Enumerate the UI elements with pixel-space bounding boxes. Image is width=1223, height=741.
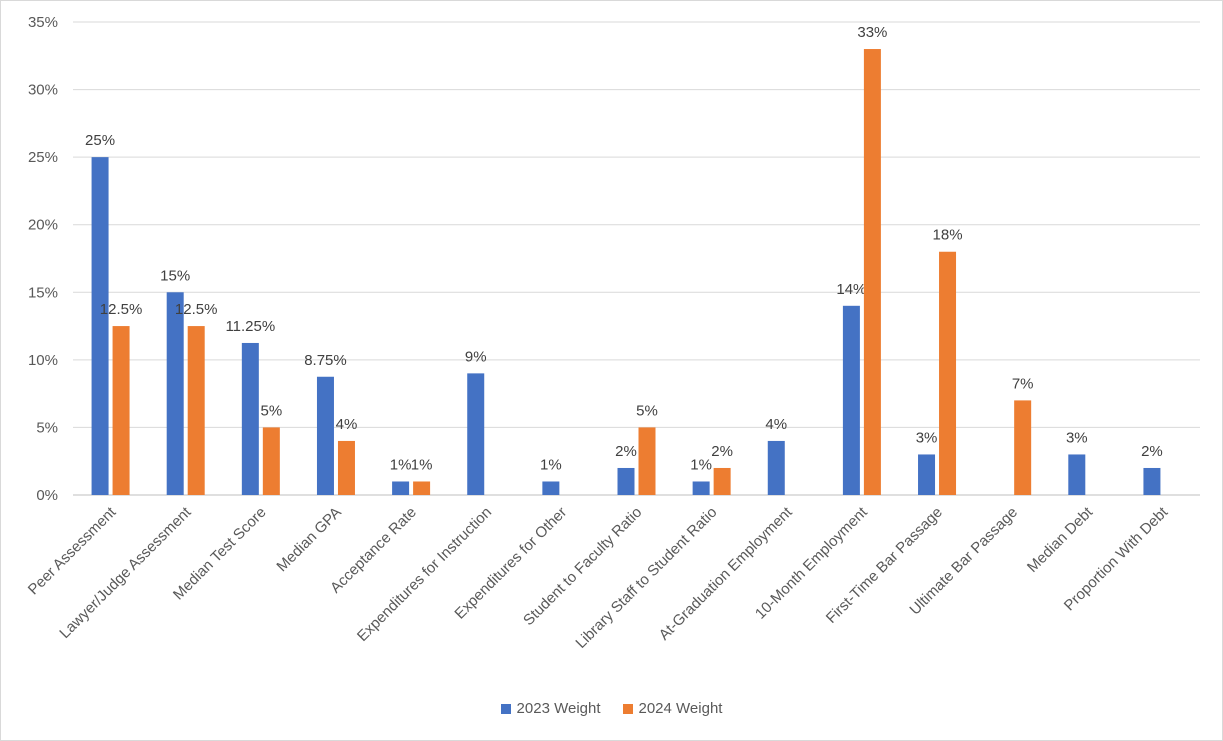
bar-2023 [918, 454, 935, 495]
legend-label-2023: 2023 Weight [517, 700, 601, 717]
bar-2024 [413, 481, 430, 495]
legend-item-2023: 2023 Weight [501, 700, 601, 717]
bar-2023 [92, 157, 109, 495]
bar-2023 [768, 441, 785, 495]
data-label: 2% [711, 443, 733, 460]
bar-2024 [639, 427, 656, 495]
legend-swatch-2023 [501, 704, 511, 714]
bar-2024 [188, 326, 205, 495]
bar-2024 [864, 49, 881, 495]
y-tick-label: 0% [36, 487, 58, 504]
data-label: 5% [636, 402, 658, 419]
bar-2023 [1068, 454, 1085, 495]
bar-2024 [714, 468, 731, 495]
category-label: Library Staff to Student Ratio [572, 504, 720, 652]
legend-swatch-2024 [623, 704, 633, 714]
y-tick-label: 15% [28, 284, 58, 301]
data-label: 2% [615, 443, 637, 460]
bar-2023 [1143, 468, 1160, 495]
data-label: 14% [836, 281, 866, 298]
data-label: 11.25% [225, 318, 275, 335]
bar-2024 [1014, 400, 1031, 495]
bar-2023 [843, 306, 860, 495]
bar-2024 [263, 427, 280, 495]
bar-2023 [693, 481, 710, 495]
category-label: Median GPA [273, 504, 344, 575]
bar-2023 [467, 373, 484, 495]
data-label: 1% [540, 456, 562, 473]
y-tick-label: 5% [36, 419, 58, 436]
data-label: 9% [465, 348, 487, 365]
y-tick-label: 20% [28, 217, 58, 234]
data-label: 1% [390, 456, 412, 473]
data-label: 33% [857, 24, 887, 41]
data-label: 25% [85, 132, 115, 149]
data-label: 3% [916, 429, 938, 446]
bar-2023 [242, 343, 259, 495]
bar-2023 [618, 468, 635, 495]
legend: 2023 Weight 2024 Weight [0, 700, 1223, 717]
category-label: Median Debt [1024, 503, 1097, 576]
data-label: 4% [336, 416, 358, 433]
bar-2024 [338, 441, 355, 495]
data-label: 5% [260, 402, 282, 419]
y-tick-label: 30% [28, 82, 58, 99]
category-label: At-Graduation Employment [656, 503, 797, 644]
category-label: Expenditures for Instruction [354, 504, 495, 645]
y-tick-label: 25% [28, 149, 58, 166]
bar-2023 [392, 481, 409, 495]
category-label: Lawyer/Judge Assessment [56, 503, 195, 642]
bar-2024 [939, 252, 956, 495]
data-label: 18% [933, 227, 963, 244]
data-label: 7% [1012, 375, 1034, 392]
y-tick-label: 35% [28, 14, 58, 31]
bar-2023 [317, 377, 334, 495]
bar-chart: 0% 5% 10% 15% 20% 25% 30% 35% 25% 15% 11.25% 8.75% 1… [0, 0, 1223, 741]
data-label: 4% [765, 416, 787, 433]
data-label: 2% [1141, 443, 1163, 460]
legend-label-2024: 2024 Weight [639, 700, 723, 717]
data-label: 1% [690, 456, 712, 473]
data-label: 8.75% [304, 352, 347, 369]
data-label: 12.5% [175, 301, 218, 318]
bar-2024 [113, 326, 130, 495]
data-label: 12.5% [100, 301, 143, 318]
data-label: 3% [1066, 429, 1088, 446]
legend-item-2024: 2024 Weight [623, 700, 723, 717]
data-label: 15% [160, 267, 190, 284]
bar-2023 [542, 481, 559, 495]
bar-2023 [167, 292, 184, 495]
y-tick-label: 10% [28, 352, 58, 369]
data-label: 1% [411, 456, 433, 473]
